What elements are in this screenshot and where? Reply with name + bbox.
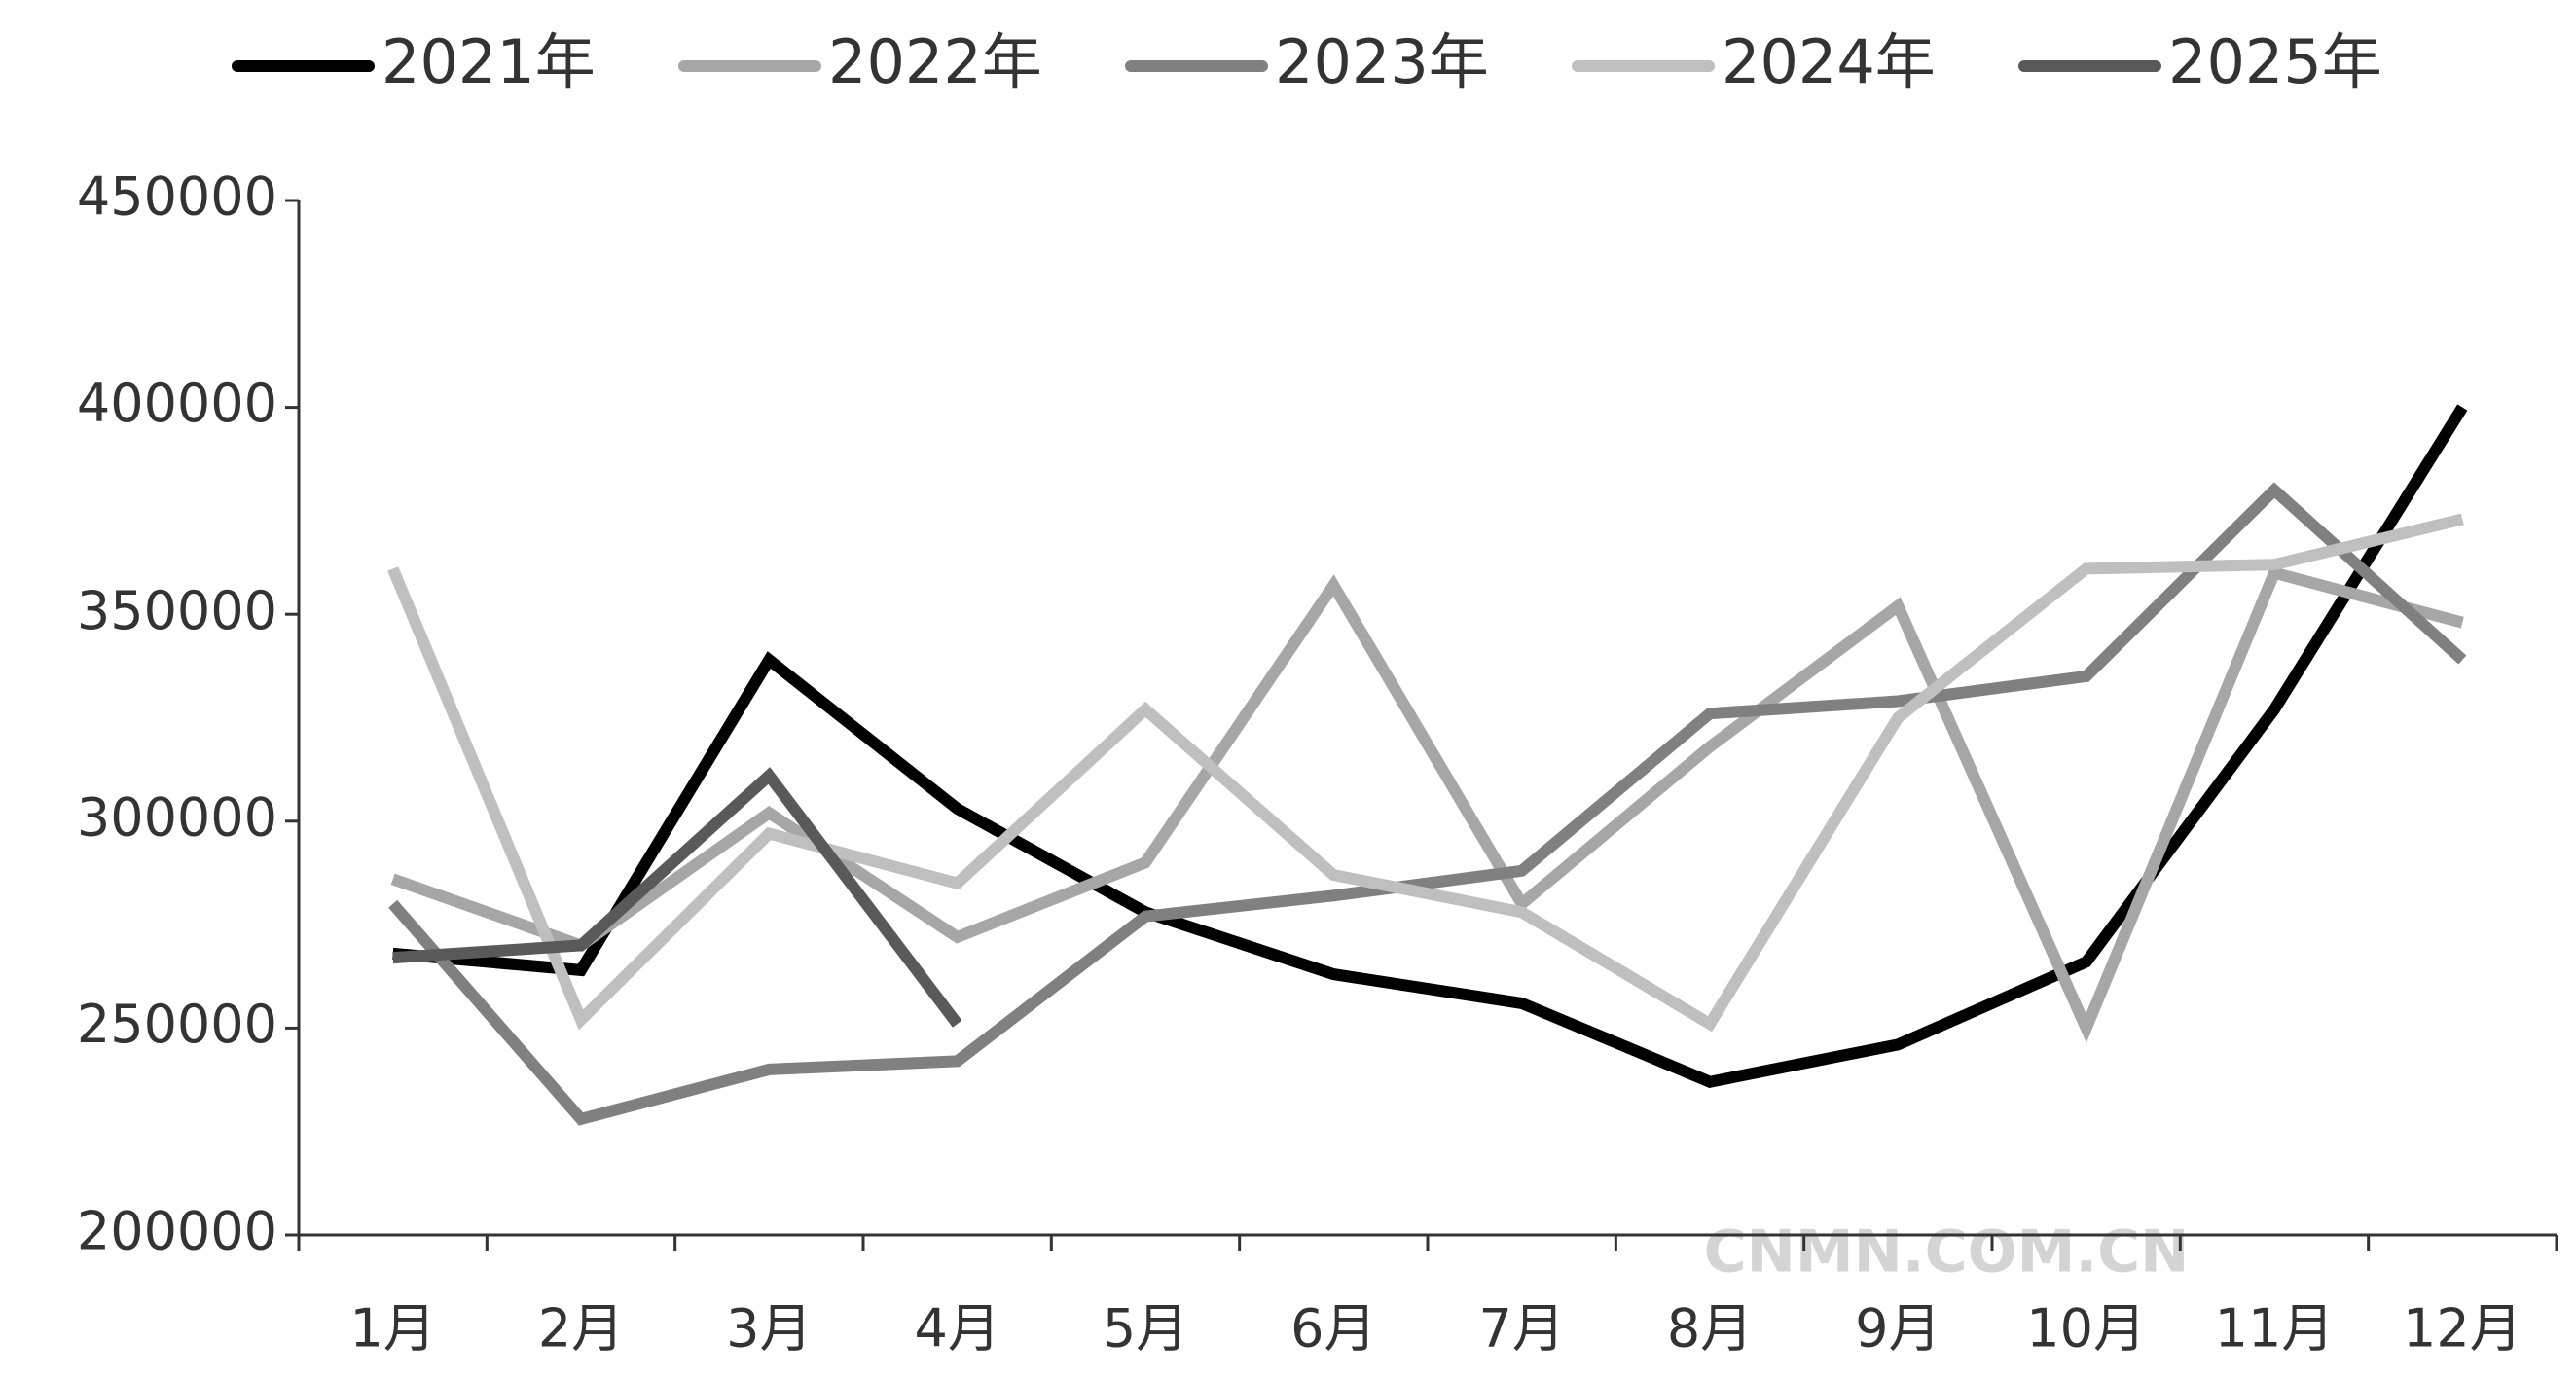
x-tick-label: 12月 bbox=[2403, 1298, 2522, 1360]
series-line bbox=[392, 404, 2468, 1088]
y-tick-label: 400000 bbox=[77, 373, 277, 434]
legend-label: 2022年 bbox=[828, 26, 1042, 97]
series-line bbox=[388, 482, 2467, 1126]
legend-label: 2024年 bbox=[1722, 26, 1936, 97]
x-tick-label: 11月 bbox=[2215, 1298, 2335, 1360]
x-tick-label: 2月 bbox=[538, 1298, 624, 1360]
x-tick-label: 8月 bbox=[1667, 1298, 1753, 1360]
x-tick-label: 7月 bbox=[1478, 1298, 1564, 1360]
y-tick-label: 200000 bbox=[77, 1201, 277, 1262]
y-tick-label: 350000 bbox=[77, 580, 277, 641]
y-tick-label: 250000 bbox=[77, 994, 277, 1055]
series-line bbox=[390, 565, 2464, 1043]
x-tick-label: 5月 bbox=[1103, 1298, 1188, 1360]
y-tick-label: 300000 bbox=[77, 786, 277, 848]
legend-label: 2023年 bbox=[1275, 26, 1489, 97]
x-tick-label: 1月 bbox=[349, 1298, 435, 1360]
x-tick-label: 3月 bbox=[726, 1298, 812, 1360]
x-tick-label: 4月 bbox=[914, 1298, 999, 1360]
y-tick-label: 450000 bbox=[77, 166, 277, 228]
x-tick-label: 10月 bbox=[2026, 1298, 2146, 1360]
x-tick-label: 6月 bbox=[1290, 1298, 1376, 1360]
series-line bbox=[392, 767, 962, 1028]
series-line bbox=[387, 513, 2464, 1033]
legend-label: 2021年 bbox=[381, 26, 596, 97]
x-tick-label: 9月 bbox=[1855, 1298, 1941, 1360]
watermark: CNMN.COM.CN bbox=[1704, 1218, 2190, 1287]
legend-label: 2025年 bbox=[2168, 26, 2382, 97]
